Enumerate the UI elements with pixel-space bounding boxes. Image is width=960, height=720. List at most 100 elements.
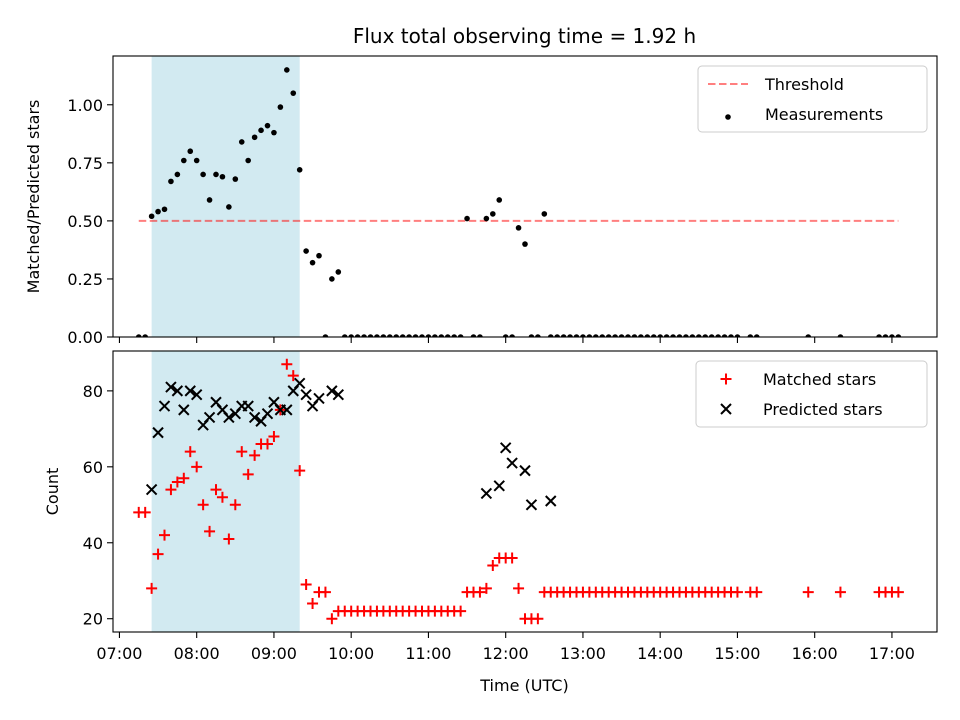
predicted-stars-point <box>493 480 505 492</box>
measurement-point <box>380 334 387 337</box>
predicted-stars-point <box>332 388 345 401</box>
x-tick-label: 17:00 <box>869 644 915 663</box>
measurement-point <box>181 157 187 164</box>
measurement-point <box>213 171 219 178</box>
measurement-point <box>837 334 844 337</box>
measurement-point <box>573 334 580 337</box>
y-axis-label: Count <box>43 468 62 516</box>
matched-stars-point <box>178 472 190 484</box>
measurement-point <box>232 176 239 182</box>
predicted-stars-point <box>293 377 306 389</box>
measurement-point <box>329 276 335 282</box>
measurement-point <box>419 334 425 337</box>
measurement-point <box>708 334 715 337</box>
measurement-point <box>683 334 689 337</box>
top-panel: 0.00 0.25 0.50 0.75 1.00 Matched/Predicted st… <box>24 55 938 347</box>
measurement-point <box>625 334 631 337</box>
measurement-point <box>502 334 509 337</box>
matched-stars-point <box>268 430 280 442</box>
measurement-point <box>303 248 309 254</box>
measurement-point <box>219 173 226 180</box>
legend-predicted-swatch <box>720 403 732 415</box>
x-tick-label: 15:00 <box>714 644 760 663</box>
matched-stars-point <box>487 560 499 572</box>
predicted-stars-point <box>158 400 171 412</box>
measurement-point <box>644 334 651 337</box>
measurement-point <box>586 334 593 337</box>
measurement-point <box>399 334 406 337</box>
y-tick-label: 0.25 <box>67 270 103 289</box>
matched-stars-point <box>532 613 544 625</box>
matched-stars-point <box>184 446 196 458</box>
measurement-point <box>387 334 393 337</box>
measurement-point <box>245 157 251 164</box>
x-tick-label: 14:00 <box>637 644 683 663</box>
measurement-point <box>226 204 232 210</box>
measurement-point <box>702 334 709 337</box>
measurement-point <box>580 334 586 337</box>
measurement-point <box>676 334 683 337</box>
matched-stars-point <box>236 446 248 458</box>
predicted-stars-point <box>223 411 235 424</box>
x-axis-label: Time (UTC) <box>479 676 568 695</box>
measurement-point <box>348 334 354 337</box>
measurement-point <box>522 241 528 247</box>
measurement-point <box>251 134 258 141</box>
measurement-point <box>193 157 200 164</box>
bottom-panel: 20 40 60 80 07:00 08:00 09:00 10:00 11:00 12:00 13… <box>43 350 938 663</box>
measurement-point <box>238 139 245 145</box>
measurement-point <box>406 334 412 337</box>
measurement-point <box>296 166 303 173</box>
measurement-point <box>696 334 702 337</box>
matched-stars-point <box>731 586 743 598</box>
matched-stars-point <box>834 586 846 598</box>
matched-stars-point <box>152 548 164 560</box>
measurement-point <box>155 208 161 215</box>
measurement-point <box>657 334 663 337</box>
measurement-point <box>876 334 882 337</box>
x-tick-label: 07:00 <box>96 644 142 663</box>
predicted-stars-point <box>242 400 254 412</box>
x-tick-label: 16:00 <box>792 644 838 663</box>
measurement-point <box>663 334 670 337</box>
matched-stars-point <box>249 449 261 461</box>
predicted-stars-point <box>184 385 196 397</box>
predicted-stars-point <box>545 495 557 507</box>
measurement-point <box>593 334 599 337</box>
measurement-point <box>528 334 535 337</box>
measurement-point <box>464 215 470 222</box>
plot-area <box>135 56 902 337</box>
matched-stars-point <box>307 598 319 610</box>
measurement-point <box>605 334 612 337</box>
measurement-point <box>470 334 477 337</box>
matched-stars-point <box>146 582 158 594</box>
x-tick-label: 10:00 <box>328 644 374 663</box>
measurement-point <box>322 334 329 337</box>
measurement-point <box>650 334 657 337</box>
measurement-point <box>277 104 284 110</box>
x-tick-label: 09:00 <box>251 644 297 663</box>
matched-stars-point <box>171 476 183 488</box>
measurement-point <box>599 334 606 337</box>
axes-frame <box>112 55 938 338</box>
x-tick-label: 13:00 <box>560 644 606 663</box>
matched-stars-point <box>892 586 904 598</box>
measurement-point <box>444 334 451 337</box>
matched-stars-point <box>197 499 209 511</box>
measurement-point <box>882 334 889 337</box>
predicted-stars-point <box>281 404 293 416</box>
measurement-point <box>432 334 438 337</box>
measurement-point <box>393 334 400 337</box>
legend: Threshold Measurements <box>697 65 928 133</box>
measurement-point <box>490 211 496 217</box>
x-tick-label: 12:00 <box>483 644 529 663</box>
legend-measurement-swatch <box>725 114 731 120</box>
predicted-stars-point <box>145 483 158 496</box>
predicted-stars-point <box>178 404 190 416</box>
y-tick-label: 40 <box>83 534 103 553</box>
predicted-stars-point <box>248 411 261 424</box>
measurement-point <box>715 334 721 337</box>
measurement-point <box>361 334 367 337</box>
measurement-point <box>547 334 554 337</box>
